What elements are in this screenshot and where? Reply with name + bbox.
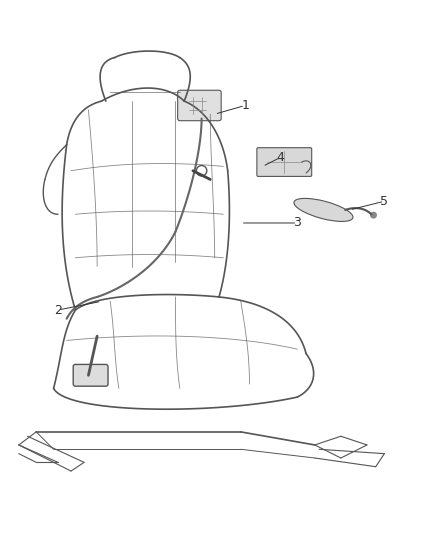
- Circle shape: [370, 212, 377, 219]
- Text: 5: 5: [380, 195, 389, 208]
- Text: 1: 1: [241, 99, 249, 112]
- Text: 4: 4: [276, 151, 284, 164]
- FancyBboxPatch shape: [257, 148, 312, 176]
- FancyBboxPatch shape: [73, 365, 108, 386]
- FancyBboxPatch shape: [178, 90, 221, 120]
- Text: 3: 3: [293, 216, 301, 230]
- Ellipse shape: [294, 198, 353, 221]
- Text: 2: 2: [54, 303, 62, 317]
